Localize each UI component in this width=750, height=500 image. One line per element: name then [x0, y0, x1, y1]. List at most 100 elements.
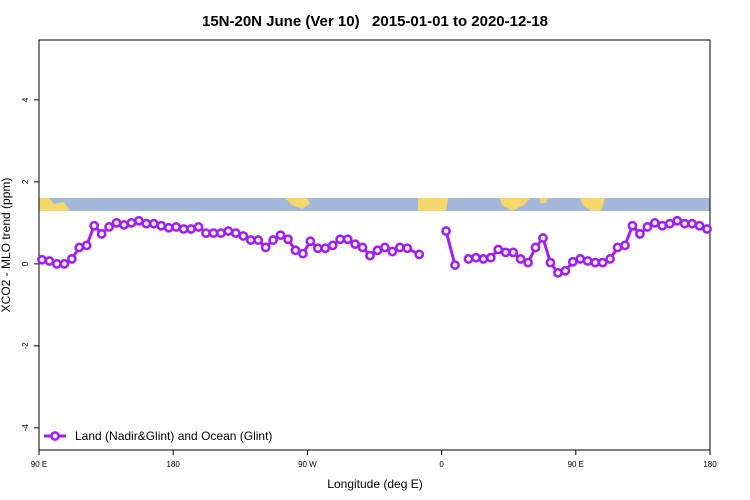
- data-point: [104, 222, 114, 232]
- data-point: [365, 250, 375, 261]
- data-point: [560, 265, 571, 276]
- data-point: [372, 245, 383, 256]
- data-point: [387, 246, 398, 257]
- data-point: [37, 254, 47, 265]
- data-point: [141, 218, 152, 229]
- y-tick-label: 0: [21, 261, 30, 266]
- data-point: [380, 242, 390, 253]
- y-tick-label: 4: [21, 97, 30, 102]
- data-point: [642, 222, 653, 232]
- data-point: [694, 220, 705, 231]
- x-tick-label: 90 E: [31, 460, 47, 469]
- data-point: [500, 247, 511, 258]
- y-tick-label: -4: [21, 424, 30, 432]
- x-tick-label: 180: [703, 460, 717, 469]
- legend-label: Land (Nadir&Glint) and Ocean (Glint): [75, 429, 272, 443]
- data-point: [567, 256, 578, 267]
- data-point: [171, 222, 182, 232]
- land-ocean-strip: [39, 198, 710, 211]
- y-axis-label: XCO2 - MLO trend (ppm): [0, 178, 13, 313]
- data-point: [89, 220, 100, 231]
- data-point: [230, 228, 241, 239]
- data-point: [450, 260, 460, 270]
- data-point: [545, 257, 556, 268]
- data-point: [470, 252, 481, 263]
- data-point: [163, 222, 174, 233]
- data-point: [320, 243, 331, 254]
- y-tick-label: -2: [21, 342, 30, 350]
- data-point: [44, 256, 55, 266]
- data-point: [394, 242, 405, 253]
- data-point: [238, 231, 249, 241]
- x-tick-label: 180: [167, 460, 181, 469]
- data-point: [201, 228, 211, 239]
- data-point: [283, 234, 293, 245]
- data-point: [597, 257, 608, 268]
- data-point: [253, 235, 264, 245]
- data-point: [478, 254, 489, 264]
- data-point: [627, 220, 638, 231]
- data-point: [74, 242, 85, 253]
- data-point: [245, 235, 256, 245]
- legend-marker: [50, 431, 60, 441]
- data-point: [260, 242, 271, 253]
- data-point: [664, 218, 675, 229]
- data-point: [275, 230, 286, 241]
- data-point: [350, 239, 361, 250]
- x-tick-label: 90 E: [568, 460, 584, 469]
- data-point: [493, 244, 504, 255]
- data-point: [508, 247, 519, 258]
- data-point: [342, 234, 353, 245]
- chart-title: 15N-20N June (Ver 10) 2015-01-01 to 2020…: [202, 13, 548, 30]
- data-point: [193, 222, 204, 232]
- data-point: [290, 245, 301, 256]
- x-tick-label: 0: [439, 460, 444, 469]
- data-point: [523, 257, 533, 268]
- y-tick-label: 2: [21, 179, 30, 184]
- data-point: [119, 220, 129, 230]
- data-point: [402, 243, 413, 254]
- data-point: [312, 243, 323, 254]
- data-point: [305, 236, 316, 247]
- data-point: [463, 254, 474, 264]
- data-point: [485, 252, 496, 263]
- data-point: [111, 217, 122, 228]
- data-point: [612, 242, 623, 253]
- data-point: [538, 233, 548, 243]
- data-point: [441, 226, 451, 236]
- data-point: [335, 234, 346, 245]
- data-point: [605, 254, 615, 264]
- data-point: [81, 240, 92, 251]
- x-tick-label: 90 W: [298, 460, 317, 469]
- data-point: [298, 248, 308, 259]
- data-point: [590, 257, 601, 268]
- data-point: [66, 254, 77, 264]
- plot-frame: [38, 39, 711, 451]
- data-point: [268, 235, 279, 245]
- data-point: [357, 242, 368, 253]
- data-point: [575, 254, 586, 264]
- data-point: [553, 267, 563, 278]
- data-point: [126, 217, 137, 228]
- data-point: [186, 224, 196, 234]
- data-point: [672, 215, 683, 226]
- data-point: [687, 218, 698, 229]
- data-point: [635, 229, 645, 239]
- data-point: [414, 249, 425, 260]
- data-point: [327, 240, 338, 251]
- data-point: [51, 258, 62, 269]
- data-point: [620, 240, 630, 251]
- data-point: [134, 215, 144, 226]
- data-point: [679, 218, 690, 229]
- data-point: [515, 254, 526, 264]
- data-point: [178, 224, 189, 234]
- data-point: [657, 220, 668, 231]
- data-point: [59, 258, 70, 269]
- data-point: [582, 256, 593, 266]
- data-point: [96, 229, 107, 239]
- data-point: [208, 228, 219, 239]
- data-point: [148, 218, 159, 229]
- data-point: [223, 226, 234, 236]
- data-point: [216, 228, 226, 239]
